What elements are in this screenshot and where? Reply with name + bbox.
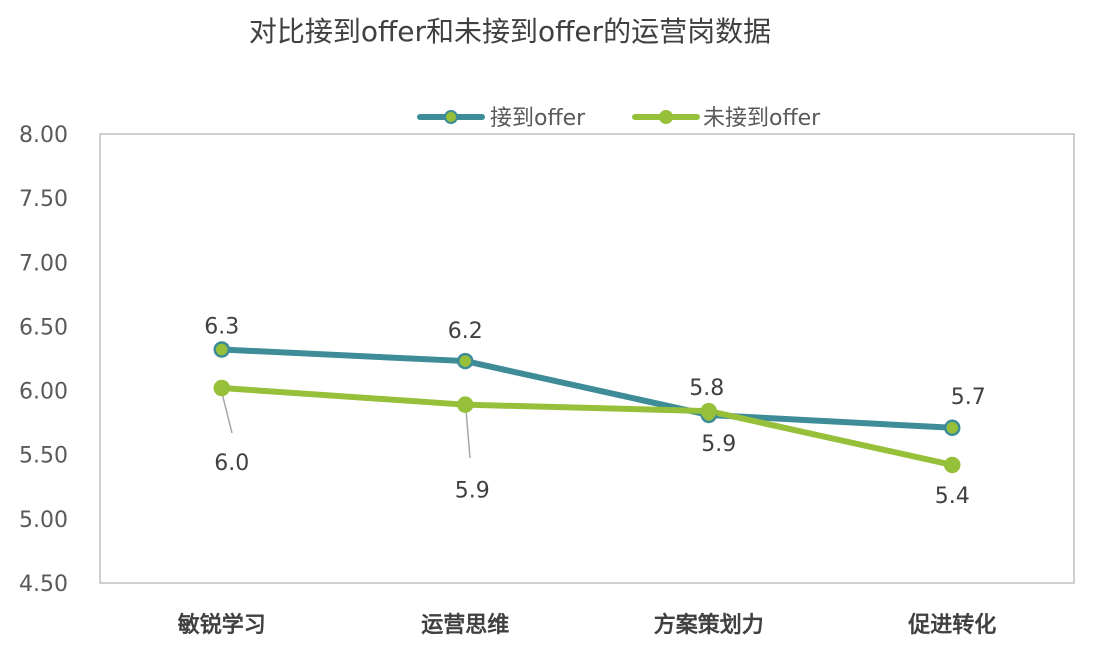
- legend-label: 接到offer: [490, 106, 586, 131]
- data-label: 6.2: [448, 319, 483, 344]
- y-tick-label: 7.50: [19, 187, 68, 212]
- y-tick-label: 7.00: [19, 251, 68, 276]
- x-category-label: 运营思维: [421, 612, 509, 638]
- y-tick-label: 8.00: [19, 123, 68, 148]
- series-line-2: [218, 385, 956, 468]
- data-point-marker: [457, 396, 474, 413]
- data-label-leader-line: [465, 412, 471, 459]
- data-point-marker: [457, 352, 474, 370]
- data-point-marker: [700, 402, 717, 420]
- data-label: 5.4: [935, 484, 970, 509]
- x-category-label: 敏锐学习: [177, 612, 266, 638]
- data-label: 5.9: [701, 432, 736, 457]
- y-tick-label: 6.00: [19, 380, 68, 405]
- y-tick-label: 5.50: [19, 444, 68, 469]
- y-tick-label: 5.00: [19, 508, 68, 533]
- data-label: 6.3: [204, 315, 239, 340]
- plot-area-border: [99, 133, 1075, 584]
- x-category-label: 促进转化: [907, 612, 996, 638]
- legend-label: 未接到offer: [703, 106, 821, 131]
- data-label: 5.8: [689, 376, 724, 401]
- y-tick-label: 4.50: [19, 572, 68, 597]
- x-category-label: 方案策划力: [654, 612, 764, 638]
- data-point-marker: [213, 341, 230, 358]
- data-label: 5.9: [455, 479, 490, 504]
- data-label: 6.0: [214, 451, 249, 476]
- legend-marker: [659, 110, 673, 124]
- series-line-1: [218, 346, 956, 431]
- y-tick-label: 6.50: [19, 315, 68, 340]
- data-point-marker: [944, 456, 961, 474]
- data-point-marker: [944, 419, 961, 437]
- data-label-leader-line: [222, 395, 233, 434]
- chart-title: 对比接到offer和未接到offer的运营岗数据: [248, 15, 772, 48]
- data-label: 5.7: [951, 385, 986, 410]
- legend-marker: [444, 110, 458, 124]
- data-point-marker: [213, 379, 230, 397]
